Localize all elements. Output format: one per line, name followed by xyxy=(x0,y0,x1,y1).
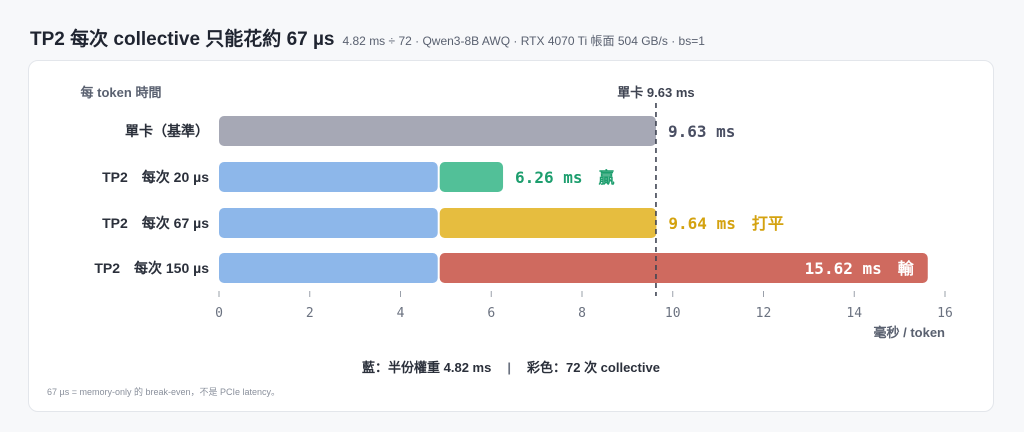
row-label: 單卡（基準） xyxy=(125,123,209,139)
y-axis-label: 每 token 時間 xyxy=(81,85,162,100)
x-tick-label: 2 xyxy=(306,306,314,321)
legend-colored: 彩色：72 次 collective xyxy=(527,360,660,375)
legend-separator: | xyxy=(507,360,511,375)
x-axis-label: 毫秒 / token xyxy=(873,325,945,340)
bar-segment xyxy=(439,162,504,192)
chart-title: TP2 每次 collective 只能花約 67 µs xyxy=(30,29,335,50)
x-tick-label: 12 xyxy=(756,306,772,321)
x-tick-label: 10 xyxy=(665,306,681,321)
x-tick-label: 6 xyxy=(487,306,495,321)
x-tick-label: 4 xyxy=(397,306,405,321)
row-label: TP2 每次 67 µs xyxy=(102,215,209,231)
bar-segment-weights xyxy=(219,208,438,238)
chart-header: TP2 每次 collective 只能花約 67 µs 4.82 ms ÷ 7… xyxy=(30,24,705,51)
chart-subtitle: 4.82 ms ÷ 72 · Qwen3-8B AWQ · RTX 4070 T… xyxy=(342,34,705,48)
reference-line-label: 單卡 9.63 ms xyxy=(617,85,694,100)
row-label: TP2 每次 20 µs xyxy=(102,169,209,185)
data-label: 6.26 ms 贏 xyxy=(515,168,614,187)
x-tick-label: 8 xyxy=(578,306,586,321)
bar-segment xyxy=(439,253,928,283)
bar-segment-weights xyxy=(219,253,438,283)
footnote: 67 µs = memory-only 的 break-even，不是 PCIe… xyxy=(47,387,281,397)
x-tick-label: 0 xyxy=(215,306,223,321)
bar-segment-weights xyxy=(219,162,438,192)
chart-card: 每 token 時間單卡（基準） 9.63 ms TP2 每次 20 µs 6.26 … xyxy=(28,60,994,412)
legend-blue: 藍：半份權重 4.82 ms xyxy=(362,360,492,375)
legend: 藍：半份權重 4.82 ms | 彩色：72 次 collective xyxy=(29,357,993,376)
row-label: TP2 每次 150 µs xyxy=(94,260,209,276)
bar-segment xyxy=(439,208,657,238)
bar-segment xyxy=(219,116,656,146)
x-tick-label: 14 xyxy=(846,306,862,321)
data-label: 9.64 ms 打平 xyxy=(668,214,783,233)
x-tick-label: 16 xyxy=(937,306,953,321)
data-label: 15.62 ms 輸 xyxy=(805,259,915,278)
data-label: 9.63 ms xyxy=(668,122,735,141)
